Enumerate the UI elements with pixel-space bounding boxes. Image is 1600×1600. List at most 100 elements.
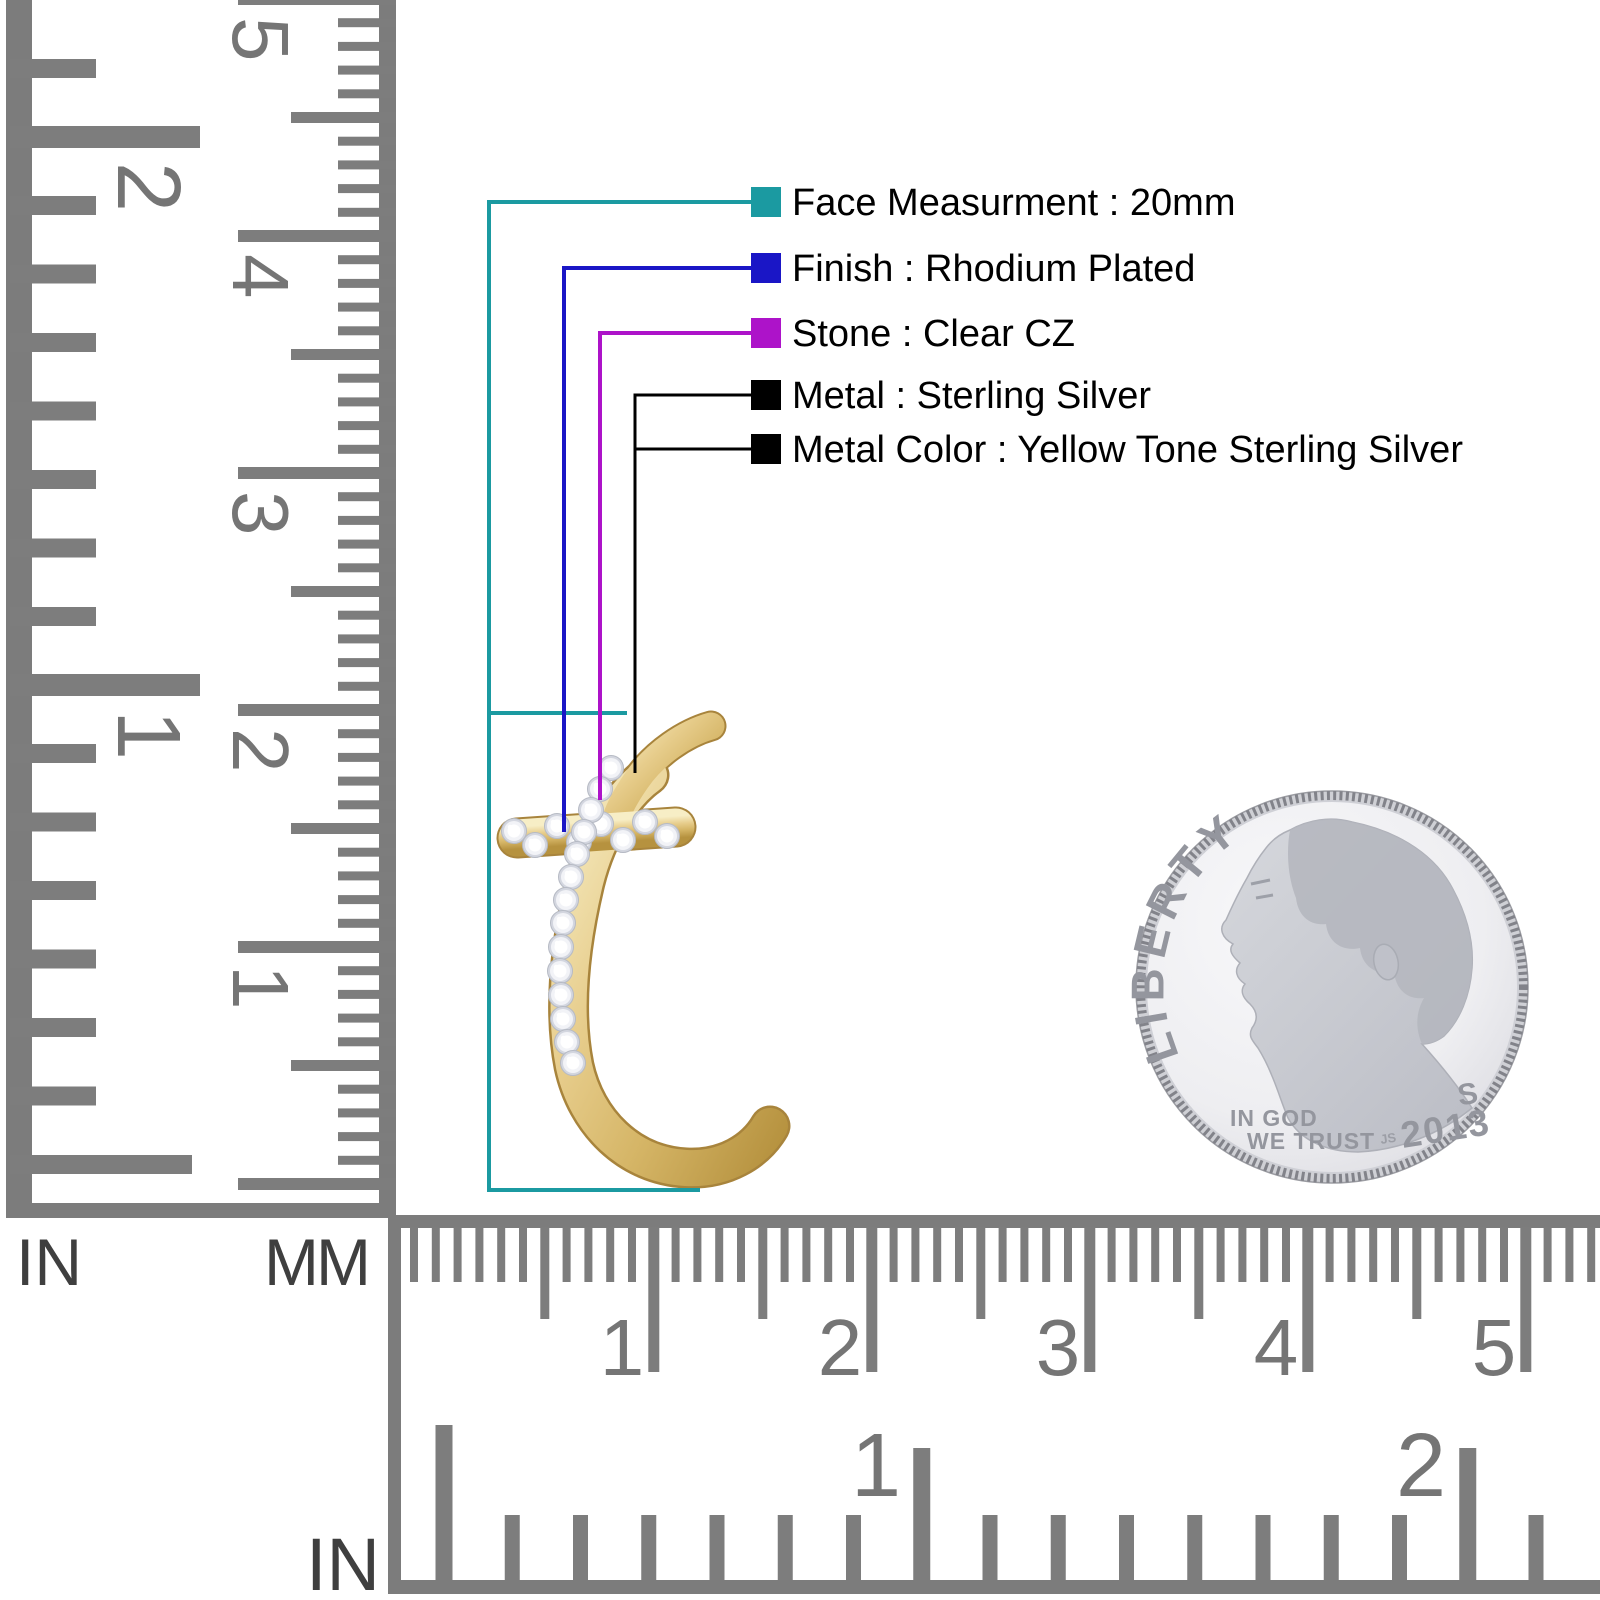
vruler-mm-number-5: 5 (216, 17, 305, 62)
vruler-mm-tick (338, 871, 396, 881)
vruler-mm-tick (338, 444, 396, 454)
vruler-inch-tick (10, 126, 200, 148)
vruler-mm-tick (238, 230, 396, 242)
hruler-mm-tick (606, 1227, 615, 1282)
vruler-inch-number-1: 1 (98, 710, 198, 760)
cz-stone-sparkle (507, 824, 513, 830)
hruler-inch-tick (777, 1515, 793, 1580)
vruler-mm-tick (291, 586, 396, 597)
hruler-mm-tick (1478, 1227, 1487, 1282)
vruler-mm-tick (338, 89, 396, 99)
label-face-measurement: Face Measurment : 20mm (792, 182, 1235, 224)
swatch-finish (751, 253, 781, 283)
vruler-mm-tick (338, 752, 396, 762)
cz-stones (501, 755, 680, 1076)
vruler-mm-tick (338, 800, 396, 810)
hruler-mm-tick (802, 1227, 811, 1282)
vruler-inch-tick (10, 333, 96, 352)
vruler-mm-tick (291, 349, 396, 360)
vruler-inch-tick (10, 470, 96, 489)
hruler-inch-tick (573, 1515, 588, 1580)
hruler-inch-tick (1255, 1515, 1271, 1580)
cz-stone-sparkle (604, 761, 610, 767)
vruler-mm-tick (338, 255, 396, 265)
vruler-mm-tick (291, 112, 396, 123)
vruler-mm-number-1: 1 (216, 965, 305, 1010)
vruler-inch-tick (10, 1086, 96, 1106)
label-metal: Metal : Sterling Silver (792, 375, 1151, 417)
hruler-mm-tick (933, 1227, 942, 1282)
hruler-mm-tick (824, 1227, 833, 1282)
swatch-metal (751, 380, 781, 410)
hruler-mm-tick (1500, 1227, 1508, 1282)
vruler-in-unit-label: IN (16, 1225, 82, 1299)
vruler-inch-tick (10, 674, 200, 696)
vruler-mm-tick (238, 704, 396, 716)
hruler-inch-tick (1323, 1515, 1339, 1580)
hruler-inch-tick (1050, 1515, 1066, 1580)
hruler-inch-tick (1392, 1515, 1407, 1580)
vruler-mm-tick (338, 1155, 396, 1165)
vruler-mm-number-2: 2 (216, 728, 305, 773)
vruler-mm-tick (238, 467, 396, 479)
hruler-mm-tick (648, 1227, 660, 1372)
hruler-mm-tick (693, 1227, 702, 1282)
hruler-left-edge (388, 1215, 401, 1594)
vruler-inch-tick (10, 1155, 192, 1174)
vruler-inch-tick (10, 264, 96, 284)
hruler-mm-tick (1042, 1227, 1051, 1282)
hruler-inch-tick (846, 1515, 861, 1580)
cz-stone-sparkle (554, 940, 560, 946)
leader-line-finish (562, 266, 751, 832)
vruler-mm-tick (238, 941, 396, 953)
hruler-mm-tick (1587, 1227, 1596, 1282)
coin-portrait-ear (1372, 943, 1400, 981)
hruler-mm-tick (715, 1227, 724, 1282)
vruler-inch-number-2: 2 (98, 162, 198, 212)
hruler-bottom-baseline (388, 1580, 1600, 1594)
vruler-mm-tick (338, 776, 396, 786)
hruler-mm-tick (911, 1227, 920, 1282)
vruler-inch-tick (10, 607, 96, 626)
hruler-mm-tick (1456, 1227, 1465, 1282)
hruler-mm-tick (1543, 1227, 1552, 1282)
hruler-mm-tick (1520, 1227, 1532, 1372)
hruler-inch-tick (1459, 1448, 1477, 1580)
cz-stone-sparkle (616, 833, 622, 839)
vertical-ruler-mm-ticks (238, 0, 396, 1190)
cz-stone-sparkle (554, 988, 560, 994)
pendant-top-hook (602, 712, 725, 832)
hruler-mm-tick (1434, 1227, 1443, 1282)
vertical-ruler-inch-ticks (10, 59, 200, 1174)
swatch-face-measurement (751, 187, 781, 217)
callout-lines (487, 200, 751, 1192)
vruler-mm-tick (338, 207, 396, 217)
hruler-mm-tick (1129, 1227, 1138, 1282)
cz-stone-sparkle (553, 964, 559, 970)
vruler-inch-tick (10, 812, 96, 832)
hruler-mm-tick (1173, 1227, 1181, 1282)
vruler-mm-tick (338, 895, 396, 905)
cz-stone-sparkle (638, 815, 644, 821)
hruler-mm-tick (1369, 1227, 1378, 1282)
vruler-mm-tick (338, 184, 396, 194)
hruler-inch-tick (1528, 1515, 1544, 1580)
hruler-mm-tick (1347, 1227, 1356, 1282)
vruler-mm-tick (338, 1013, 396, 1023)
hruler-mm-tick (1282, 1227, 1290, 1282)
vruler-mm-tick (338, 563, 396, 573)
vruler-mm-tick (338, 1108, 396, 1118)
hruler-mm-tick (540, 1227, 550, 1319)
hruler-inch-tick (913, 1448, 931, 1580)
coin-motto-line1: IN GOD (1230, 1105, 1318, 1131)
vruler-inch-tick (10, 196, 96, 215)
vruler-inch-tick (10, 59, 96, 78)
hruler-mm-tick (1084, 1227, 1096, 1372)
hruler-mm-tick (780, 1227, 789, 1282)
label-metal-color: Metal Color : Yellow Tone Sterling Silve… (792, 429, 1463, 471)
coin-reeded-edge (1136, 791, 1528, 1183)
gold-letter-t-pendant (496, 710, 791, 1189)
hruler-inch-tick (1187, 1515, 1203, 1580)
vruler-mm-tick (338, 539, 396, 549)
leader-line-stone (598, 331, 751, 800)
